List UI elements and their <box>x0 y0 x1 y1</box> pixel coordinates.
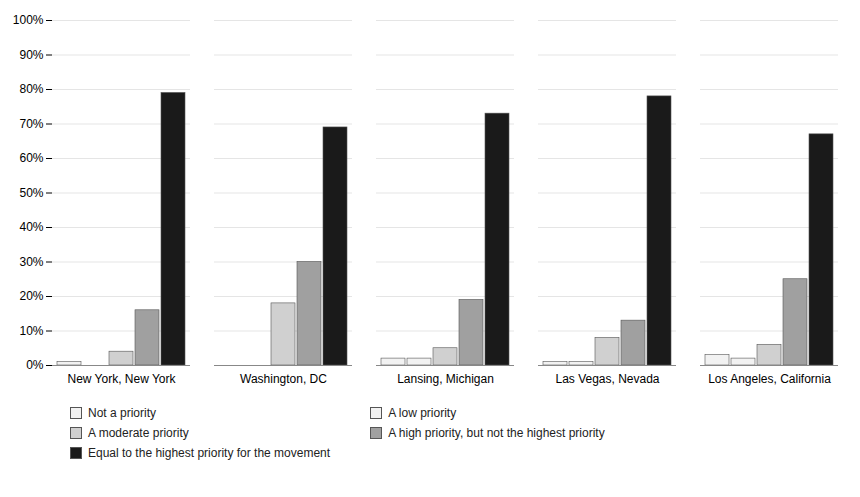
svg-text:Lansing, Michigan: Lansing, Michigan <box>397 372 494 386</box>
svg-text:30%: 30% <box>19 255 43 269</box>
svg-text:10%: 10% <box>19 324 43 338</box>
svg-text:60%: 60% <box>19 151 43 165</box>
svg-text:0%: 0% <box>26 358 44 372</box>
html-text:A moderate priority: A moderate priority <box>88 426 189 440</box>
svg-text:Washington, DC: Washington, DC <box>240 372 327 386</box>
svg-text:40%: 40% <box>19 220 43 234</box>
svg-text:80%: 80% <box>19 82 43 96</box>
svg-text:New York, New York: New York, New York <box>67 372 176 386</box>
html-text:Not a priority: Not a priority <box>88 406 156 420</box>
html-text:A high priority, but not the h: A high priority, but not the highest pri… <box>388 426 605 440</box>
svg-text:50%: 50% <box>19 186 43 200</box>
svg-text:70%: 70% <box>19 117 43 131</box>
html-text:Equal to the highest priority: Equal to the highest priority for the mo… <box>88 446 331 460</box>
svg-text:100%: 100% <box>13 13 44 27</box>
svg-text:90%: 90% <box>19 48 43 62</box>
svg-text:Las Vegas, Nevada: Las Vegas, Nevada <box>555 372 659 386</box>
svg-text:Los Angeles, California: Los Angeles, California <box>708 372 831 386</box>
html-text:A low priority: A low priority <box>388 406 457 420</box>
svg-text:20%: 20% <box>19 289 43 303</box>
